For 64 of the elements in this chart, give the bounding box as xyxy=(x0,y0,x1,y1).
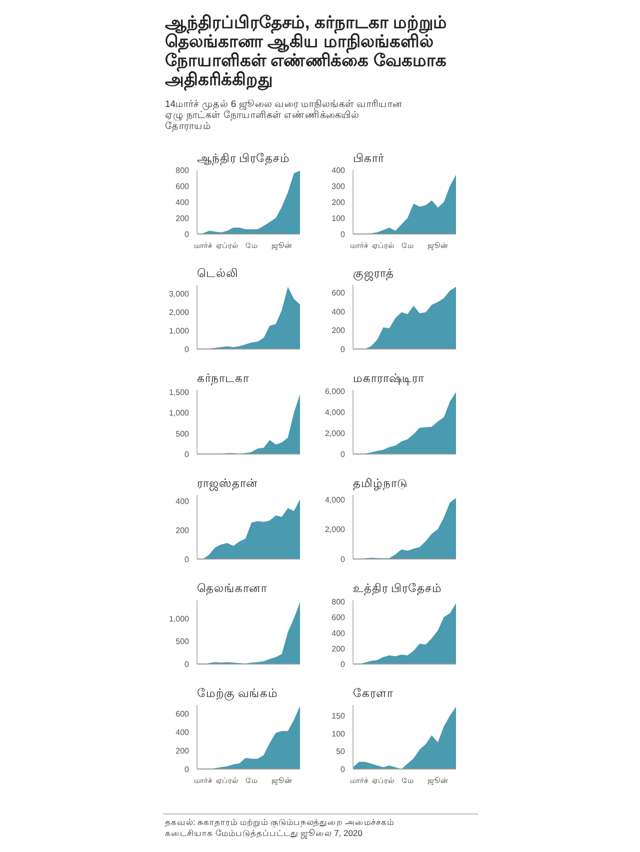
y-tick-label: 400 xyxy=(176,728,190,737)
y-tick-label: 3,000 xyxy=(168,289,190,298)
chart-title: ஆந்திர பிரதேசம் xyxy=(197,152,290,165)
chart-title: மகாராஷ்டிரா xyxy=(353,373,425,385)
y-tick-label: 600 xyxy=(332,288,346,298)
y-tick-label: 400 xyxy=(176,198,190,207)
chart-title: டெல்லி xyxy=(197,268,238,280)
y-tick-label: 200 xyxy=(176,746,190,756)
y-tick-label: 200 xyxy=(332,644,346,654)
y-tick-label: 0 xyxy=(340,555,346,564)
y-tick-label: 400 xyxy=(176,496,190,506)
y-tick-label: 1,000 xyxy=(168,614,190,624)
text: 14மார்ச் முதல் 6 ஜூலை வரை மாநிலங்கள் வாரியான ஏழு நாட்கள் நோயாளிகள் எண்ணிக்கையில் தோராயம் xyxy=(165,99,403,132)
text: கடைசியாக மேம்படுத்தப்பட்டது ஜூலை 7, 2020 xyxy=(165,828,363,839)
y-tick-label: 0 xyxy=(340,345,346,354)
y-tick-label: 0 xyxy=(184,555,190,564)
y-tick-label: 600 xyxy=(332,613,346,622)
y-tick-label: 200 xyxy=(332,198,346,207)
y-tick-label: 400 xyxy=(332,166,346,175)
chart-title: குஜராத் xyxy=(353,268,394,281)
chart-title: தெலங்கானா xyxy=(197,583,268,595)
y-tick-label: 300 xyxy=(332,182,346,191)
chart-title: கர்நாடகா xyxy=(197,373,250,385)
chart-title: ராஜஸ்தான் xyxy=(197,478,258,491)
text: ஆந்திரப்பிரதேசம், கர்நாடகா மற்றும் தெலங்கானா ஆகிய மாநிலங்களில் நோயாளிகள் எண்ணிக்கை வேகமாக அதிகரிக்கிறது xyxy=(165,13,448,90)
chart-title: மேற்கு வங்கம் xyxy=(197,688,278,700)
y-tick-label: 4,000 xyxy=(324,495,346,504)
y-tick-label: 150 xyxy=(332,712,346,721)
y-tick-label: 0 xyxy=(184,450,190,459)
y-tick-label: 0 xyxy=(184,345,190,354)
y-tick-label: 500 xyxy=(176,637,190,646)
y-tick-label: 0 xyxy=(184,765,190,774)
y-tick-label: 2,000 xyxy=(168,308,190,317)
chart-title: கேரளா xyxy=(353,688,394,700)
y-tick-label: 200 xyxy=(176,214,190,223)
chart-title: பிகார் xyxy=(353,152,385,165)
y-tick-label: 4,000 xyxy=(324,408,346,418)
y-tick-label: 100 xyxy=(332,729,346,738)
y-tick-label: 400 xyxy=(332,628,346,638)
y-tick-label: 100 xyxy=(332,214,346,223)
y-tick-label: 0 xyxy=(184,660,190,669)
y-tick-label: 0 xyxy=(340,230,346,239)
y-tick-label: 0 xyxy=(340,660,346,669)
y-tick-label: 800 xyxy=(332,598,346,607)
y-tick-label: 1,000 xyxy=(168,326,190,336)
y-tick-label: 600 xyxy=(176,709,190,718)
y-tick-label: 600 xyxy=(176,182,190,191)
y-tick-label: 200 xyxy=(176,526,190,535)
text: தகவல்: சுகாதாரம் மற்றும் குடும்பநலத்துறை அமைச்சகம் xyxy=(165,817,394,829)
y-tick-label: 400 xyxy=(332,307,346,316)
y-tick-label: 500 xyxy=(176,429,190,438)
chart-title: தமிழ்நாடு xyxy=(353,477,408,490)
y-tick-label: 200 xyxy=(332,326,346,336)
y-tick-label: 0 xyxy=(184,230,190,239)
y-tick-label: 0 xyxy=(340,450,346,459)
y-tick-label: 1,500 xyxy=(168,388,190,398)
y-tick-label: 50 xyxy=(336,747,346,756)
y-tick-label: 800 xyxy=(176,166,190,175)
y-tick-label: 1,000 xyxy=(168,408,190,418)
y-tick-label: 2,000 xyxy=(324,525,346,534)
y-tick-label: 2,000 xyxy=(324,429,346,438)
y-tick-label: 6,000 xyxy=(324,387,346,396)
y-tick-label: 0 xyxy=(340,765,346,774)
chart-title: உத்திர பிரதேசம் xyxy=(353,582,442,595)
